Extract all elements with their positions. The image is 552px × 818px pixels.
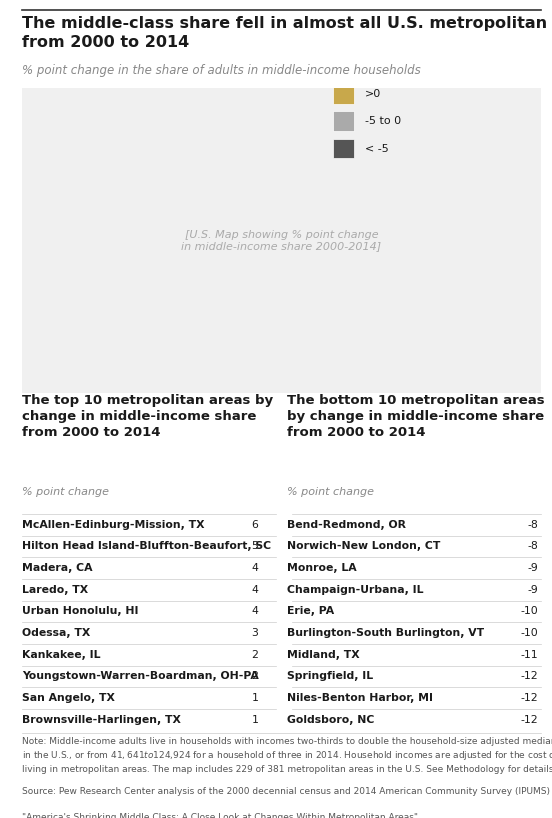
Text: Hilton Head Island-Bluffton-Beaufort, SC: Hilton Head Island-Bluffton-Beaufort, SC: [22, 542, 271, 551]
Text: Norwich-New London, CT: Norwich-New London, CT: [286, 542, 440, 551]
Text: % point change: % point change: [22, 487, 109, 497]
Text: McAllen-Edinburg-Mission, TX: McAllen-Edinburg-Mission, TX: [22, 519, 205, 530]
Text: 4: 4: [251, 585, 258, 595]
Text: The bottom 10 metropolitan areas
by change in middle-income share
from 2000 to 2: The bottom 10 metropolitan areas by chan…: [286, 393, 544, 438]
Text: Kankakee, IL: Kankakee, IL: [22, 649, 100, 660]
Text: The middle-class share fell in almost all U.S. metropolitan areas
from 2000 to 2: The middle-class share fell in almost al…: [22, 16, 552, 50]
Text: The top 10 metropolitan areas by
change in middle-income share
from 2000 to 2014: The top 10 metropolitan areas by change …: [22, 393, 273, 438]
Bar: [333, 83, 354, 104]
Text: -9: -9: [528, 585, 538, 595]
Text: Source: Pew Research Center analysis of the 2000 decennial census and 2014 Ameri: Source: Pew Research Center analysis of …: [22, 787, 550, 796]
Text: Note: Middle-income adults live in households with incomes two-thirds to double : Note: Middle-income adults live in house…: [22, 737, 552, 775]
Text: -5 to 0: -5 to 0: [364, 116, 401, 126]
Text: -12: -12: [521, 693, 538, 703]
Text: Goldsboro, NC: Goldsboro, NC: [286, 715, 374, 725]
Text: 5: 5: [251, 542, 258, 551]
Text: Odessa, TX: Odessa, TX: [22, 628, 91, 638]
Text: Urban Honolulu, HI: Urban Honolulu, HI: [22, 606, 139, 617]
Text: "America's Shrinking Middle Class: A Close Look at Changes Within Metropolitan A: "America's Shrinking Middle Class: A Clo…: [22, 813, 418, 818]
Text: -12: -12: [521, 715, 538, 725]
Text: Champaign-Urbana, IL: Champaign-Urbana, IL: [286, 585, 423, 595]
Text: -9: -9: [528, 563, 538, 573]
Text: San Angelo, TX: San Angelo, TX: [22, 693, 115, 703]
Text: Bend-Redmond, OR: Bend-Redmond, OR: [286, 519, 406, 530]
Text: 2: 2: [251, 672, 258, 681]
Text: -10: -10: [521, 628, 538, 638]
Text: 1: 1: [251, 693, 258, 703]
Text: Niles-Benton Harbor, MI: Niles-Benton Harbor, MI: [286, 693, 433, 703]
Text: 6: 6: [251, 519, 258, 530]
Text: -8: -8: [528, 542, 538, 551]
Text: 4: 4: [251, 563, 258, 573]
Text: Monroe, LA: Monroe, LA: [286, 563, 357, 573]
Text: Erie, PA: Erie, PA: [286, 606, 334, 617]
Text: -10: -10: [521, 606, 538, 617]
Text: < -5: < -5: [364, 143, 388, 154]
Text: 4: 4: [251, 606, 258, 617]
Text: 3: 3: [251, 628, 258, 638]
Text: -11: -11: [521, 649, 538, 660]
Text: 2: 2: [251, 649, 258, 660]
Text: Springfield, IL: Springfield, IL: [286, 672, 373, 681]
Bar: [333, 111, 354, 131]
Text: Laredo, TX: Laredo, TX: [22, 585, 88, 595]
Text: 1: 1: [251, 715, 258, 725]
Text: % point change: % point change: [286, 487, 374, 497]
Bar: [333, 138, 354, 159]
Text: Brownsville-Harlingen, TX: Brownsville-Harlingen, TX: [22, 715, 181, 725]
Text: Madera, CA: Madera, CA: [22, 563, 93, 573]
Text: % point change in the share of adults in middle-income households: % point change in the share of adults in…: [22, 65, 421, 77]
Text: -12: -12: [521, 672, 538, 681]
Text: Midland, TX: Midland, TX: [286, 649, 359, 660]
Text: >0: >0: [364, 88, 381, 99]
Text: Youngstown-Warren-Boardman, OH-PA: Youngstown-Warren-Boardman, OH-PA: [22, 672, 259, 681]
Text: -8: -8: [528, 519, 538, 530]
Text: Burlington-South Burlington, VT: Burlington-South Burlington, VT: [286, 628, 484, 638]
Text: [U.S. Map showing % point change
in middle-income share 2000-2014]: [U.S. Map showing % point change in midd…: [182, 230, 381, 251]
